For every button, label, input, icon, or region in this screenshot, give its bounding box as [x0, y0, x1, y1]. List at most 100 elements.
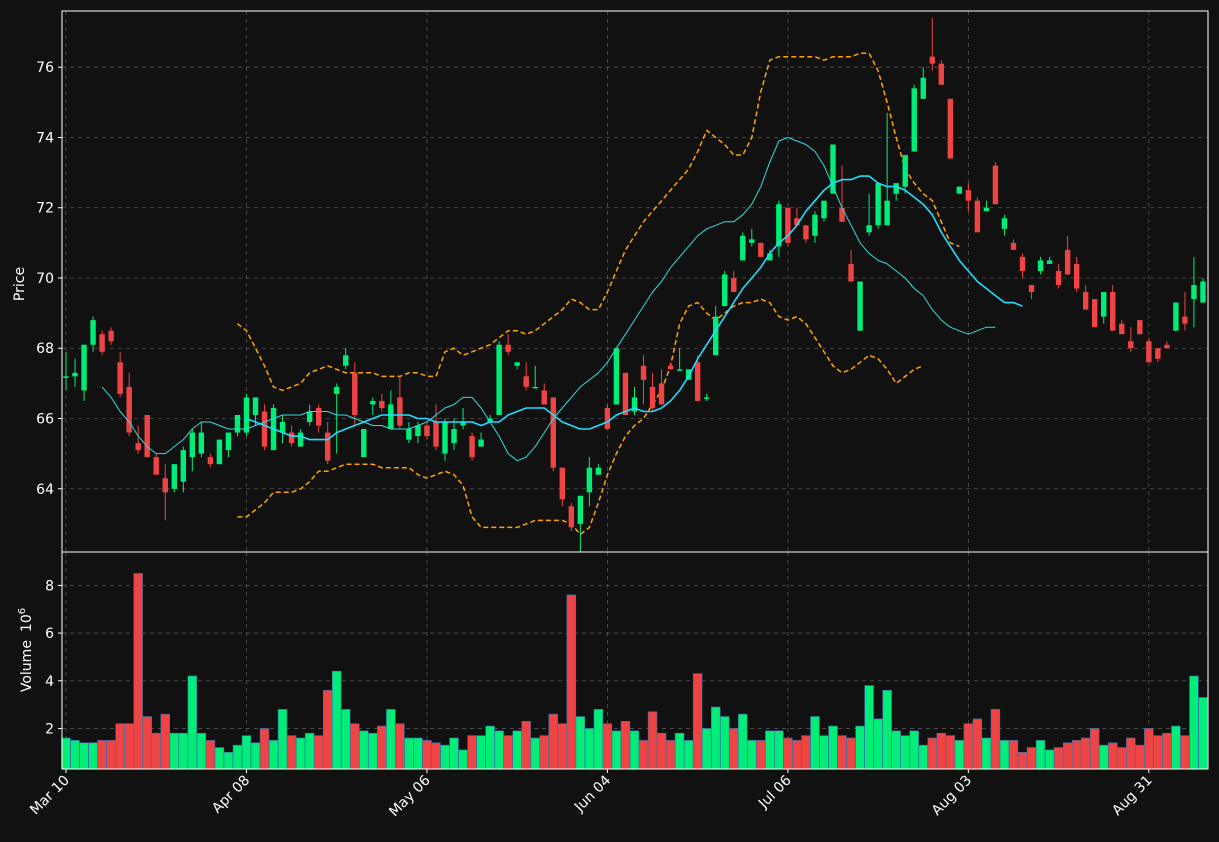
candle-body: [731, 277, 737, 293]
volume-bar: [178, 732, 189, 770]
volume-bar: [602, 723, 613, 770]
volume-bar: [584, 728, 595, 770]
volume-bar: [1098, 744, 1109, 770]
candle-body: [839, 207, 845, 222]
candle-body: [252, 397, 259, 415]
candle-body: [749, 239, 755, 243]
volume-bar: [1089, 728, 1100, 770]
price-tick-label: 72: [36, 201, 54, 217]
volume-bar: [521, 721, 531, 770]
price-tick-label: 70: [36, 271, 54, 287]
candle-body: [343, 355, 349, 366]
candle-body: [676, 369, 683, 371]
candle-body: [613, 348, 620, 405]
price-tick-label: 68: [36, 341, 54, 357]
candle-body: [712, 316, 719, 356]
volume-bar: [990, 709, 1001, 770]
volume-bar: [1071, 740, 1082, 770]
volume-bar: [1108, 742, 1118, 770]
volume-bar: [115, 723, 125, 770]
volume-bar: [530, 737, 540, 770]
candle-body: [902, 155, 908, 187]
candle-body: [767, 253, 773, 261]
volume-bar: [927, 737, 937, 770]
volume-bar: [620, 721, 631, 770]
candle-body: [144, 414, 150, 458]
volume-bar: [97, 740, 107, 770]
volume-bar: [151, 732, 161, 770]
candle-body: [81, 344, 87, 391]
candle-body: [1082, 292, 1089, 310]
candle-body: [532, 386, 538, 389]
candle-body: [1101, 292, 1107, 317]
volume-bar: [1008, 740, 1019, 770]
volume-bar: [512, 730, 522, 770]
candle-body: [866, 225, 872, 233]
volume-bar: [837, 735, 847, 770]
candle-body: [424, 425, 430, 437]
volume-bar: [386, 709, 396, 770]
price-grid: [62, 11, 1208, 552]
volume-bar: [304, 732, 315, 770]
volume-bar: [1053, 747, 1064, 770]
price-axis-label: Price: [12, 267, 28, 301]
candle-body: [685, 369, 692, 380]
candle-body: [306, 411, 313, 423]
volume-bar: [1017, 752, 1028, 770]
candle-body: [388, 404, 394, 430]
candle-body: [1091, 299, 1098, 328]
candle-body: [541, 390, 547, 405]
volume-bar: [575, 716, 586, 770]
price-axis-ticks: 64 66 68 70 72 74 76: [36, 60, 62, 498]
volume-bar: [665, 740, 676, 770]
candle-body: [505, 344, 511, 352]
candle-body: [803, 225, 809, 240]
candle-body: [63, 376, 69, 378]
candle-body: [785, 207, 791, 243]
volume-bar: [828, 725, 838, 770]
volume-bar: [954, 740, 965, 770]
volume-bar: [214, 747, 225, 770]
volume-bar: [1153, 735, 1163, 770]
volume-bar: [720, 716, 730, 770]
candle-body: [171, 464, 177, 489]
candle-body: [135, 443, 141, 451]
candle-body: [1028, 285, 1035, 293]
volume-bar: [1035, 740, 1046, 770]
volume-bar: [70, 740, 80, 770]
volume-bar: [747, 740, 757, 770]
candle-body: [1037, 260, 1044, 271]
candle-body: [90, 320, 96, 345]
candle-body: [938, 63, 944, 85]
candle-body: [397, 397, 403, 426]
candle-body: [460, 422, 466, 426]
candle-body: [153, 457, 159, 475]
price-tick-label: 64: [36, 482, 54, 498]
fast-ma-line: [101, 137, 996, 462]
volume-bar: [404, 737, 414, 770]
volume-axis-label-text: Volume: [19, 640, 35, 692]
candle-body: [162, 478, 168, 493]
candle-body: [1137, 320, 1143, 335]
volume-bar: [963, 723, 974, 770]
candle-body: [1119, 323, 1125, 335]
candle-body: [406, 429, 412, 440]
volume-bar: [268, 740, 279, 770]
volume-bar: [557, 723, 568, 770]
candle-body: [478, 439, 484, 447]
candle-body: [550, 397, 556, 468]
candle-body: [992, 165, 999, 205]
volume-tick-label: 2: [45, 721, 54, 737]
candle-body: [108, 330, 114, 342]
volume-bar: [846, 737, 856, 770]
candle-body: [180, 450, 187, 482]
candle-body: [577, 495, 584, 524]
volume-bar: [981, 737, 992, 770]
volume-panel-frame: [61, 551, 1209, 770]
volume-bar: [313, 735, 324, 770]
volume-bar: [250, 742, 261, 770]
volume-bar: [566, 594, 577, 770]
volume-bar: [810, 716, 820, 770]
candle-body: [1128, 341, 1134, 349]
candle-body: [776, 204, 782, 247]
